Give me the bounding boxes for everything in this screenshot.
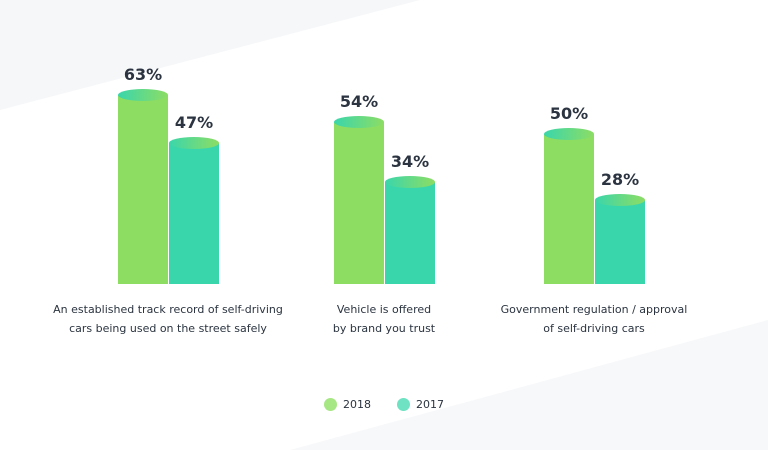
data-label: 47% — [175, 113, 213, 132]
category-label: Vehicle is offered by brand you trust — [254, 300, 514, 338]
data-label: 50% — [550, 104, 588, 123]
bar-cap — [385, 176, 435, 188]
data-label: 34% — [391, 152, 429, 171]
category-label: An established track record of self-driv… — [38, 300, 298, 338]
category-label-line: by brand you trust — [332, 322, 436, 335]
bar-2017 — [595, 200, 645, 284]
category-label-line: of self-driving cars — [543, 322, 645, 335]
category-label-line: Vehicle is offered — [336, 303, 432, 316]
bar-2017 — [385, 182, 435, 284]
legend-swatch — [397, 398, 410, 411]
bar-2018 — [118, 95, 168, 284]
legend-item-2017[interactable]: 2017 — [397, 398, 444, 411]
bar-cap — [169, 137, 219, 149]
background-shape — [0, 0, 420, 110]
background-shape — [290, 320, 768, 450]
category-label: Government regulation / approval of self-… — [464, 300, 724, 338]
legend-label: 2018 — [343, 398, 371, 411]
bar-cap — [118, 89, 168, 101]
category-label-line: cars being used on the street safely — [69, 322, 267, 335]
category-label-line: An established track record of self-driv… — [53, 303, 283, 316]
data-label: 54% — [340, 92, 378, 111]
bar-2018 — [544, 134, 594, 284]
bar-2018 — [334, 122, 384, 284]
legend-swatch — [324, 398, 337, 411]
data-label: 28% — [601, 170, 639, 189]
legend-label: 2017 — [416, 398, 444, 411]
bar-cap — [334, 116, 384, 128]
bar-cap — [595, 194, 645, 206]
bar-2017 — [169, 143, 219, 284]
legend: 2018 2017 — [0, 398, 768, 411]
category-label-line: Government regulation / approval — [500, 303, 688, 316]
bar-cap — [544, 128, 594, 140]
data-label: 63% — [124, 65, 162, 84]
legend-item-2018[interactable]: 2018 — [324, 398, 371, 411]
